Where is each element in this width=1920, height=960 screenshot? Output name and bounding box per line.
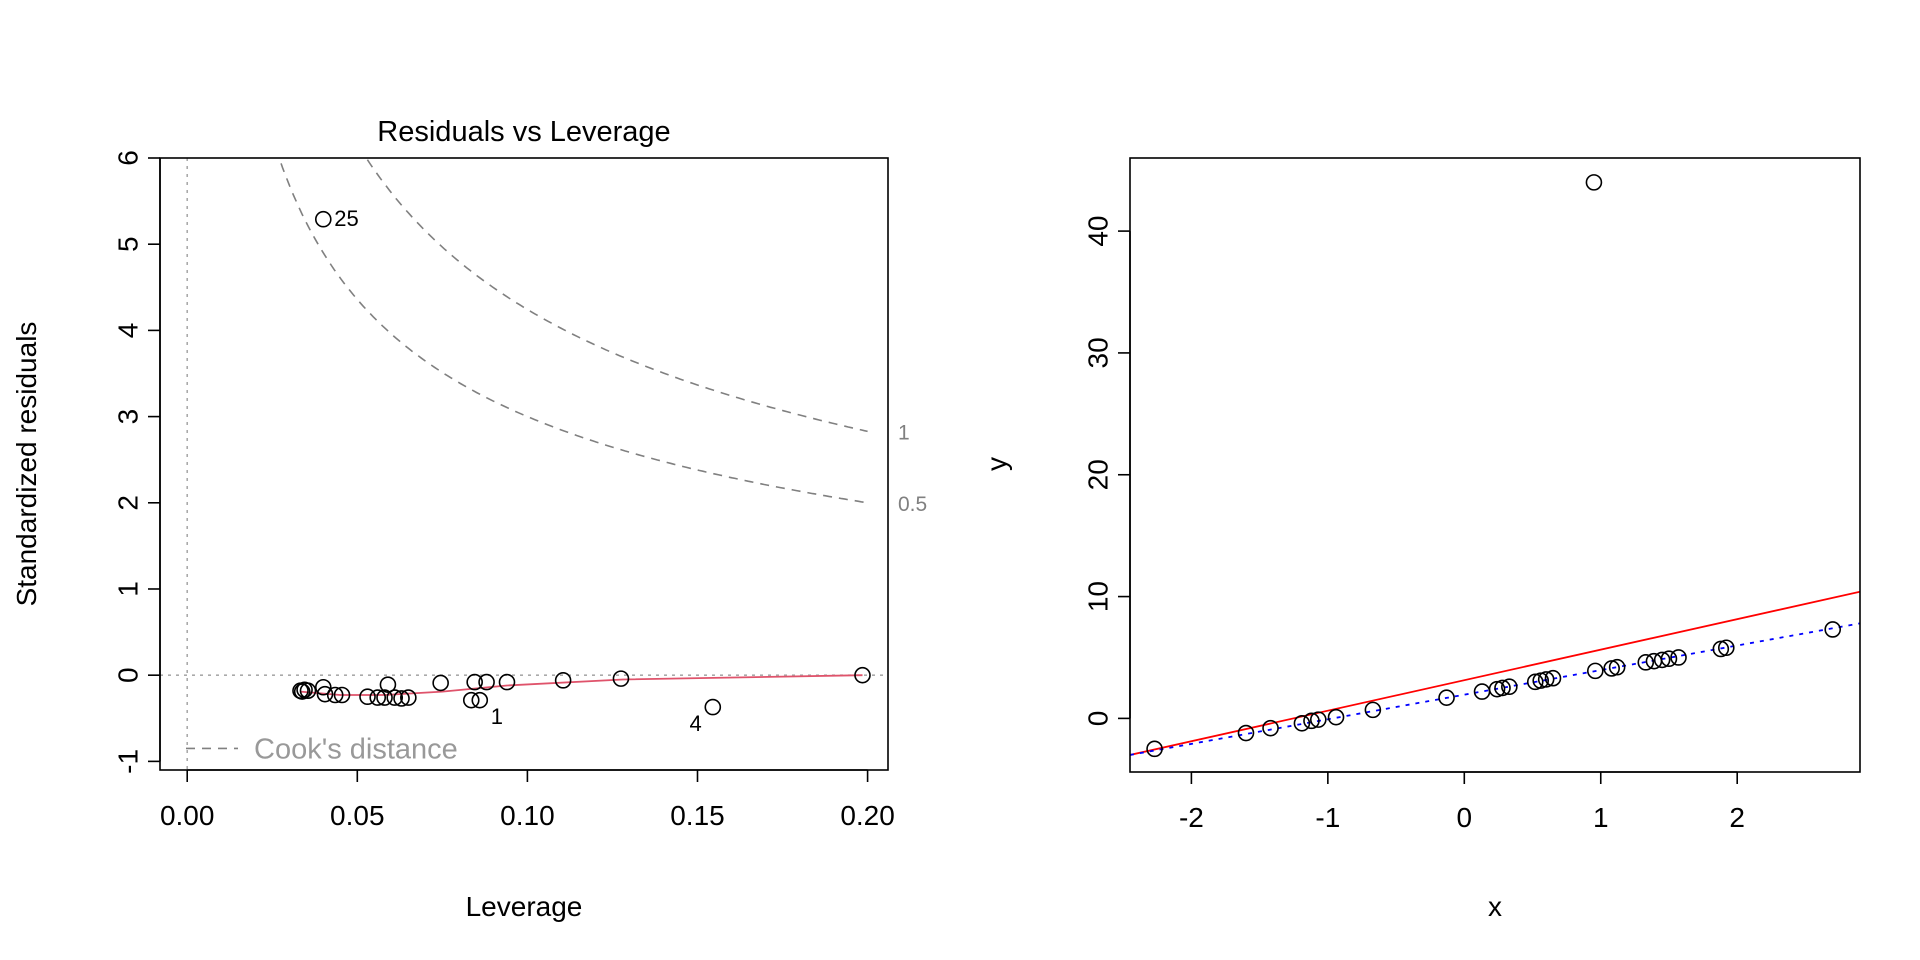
data-point — [1586, 662, 1604, 680]
data-point — [316, 685, 334, 703]
data-point — [1608, 658, 1626, 676]
data-point — [1327, 708, 1345, 726]
y-tick-label: -1 — [113, 749, 144, 774]
data-point — [293, 683, 311, 700]
y-tick-label: 30 — [1083, 337, 1114, 368]
y-tick-label: 1 — [113, 581, 144, 597]
data-point — [1585, 174, 1603, 191]
cooks-contour-label: 1 — [898, 421, 910, 444]
y-axis-title: y — [981, 457, 1012, 471]
data-point — [1309, 711, 1327, 728]
point-id-label: 25 — [334, 206, 358, 231]
data-point — [1501, 678, 1518, 696]
smoother-line — [300, 674, 863, 696]
chart-title: Residuals vs Leverage — [377, 116, 670, 148]
data-point — [1262, 719, 1279, 737]
data-point — [326, 686, 344, 704]
y-tick-label: 2 — [113, 495, 144, 511]
cooks-distance-contour — [278, 158, 868, 504]
cooks-distance-contour — [365, 158, 868, 433]
data-point — [393, 690, 410, 707]
data-point — [400, 689, 417, 706]
residuals-vs-leverage-panel: 1 0.5 25 1 4 0.00 0.05 0.10 0.15 0.20 -1 0 1 2 3 4 5 6 Coo… — [11, 116, 927, 922]
x-tick-label: 2 — [1729, 802, 1745, 833]
data-point — [1603, 660, 1620, 677]
data-point — [1670, 649, 1687, 666]
x-tick-label: 0.15 — [670, 800, 725, 831]
plot-frame — [1129, 157, 1861, 773]
y-tick-label: 20 — [1083, 459, 1114, 490]
data-point — [554, 672, 572, 689]
data-point — [1494, 679, 1511, 697]
data-point — [854, 666, 871, 684]
data-point — [1537, 671, 1555, 688]
data-point — [1653, 651, 1671, 669]
data-point — [1303, 712, 1320, 730]
x-tick-label: 0.05 — [330, 800, 385, 831]
data-point — [379, 676, 397, 693]
data-point — [471, 691, 489, 709]
data-point — [369, 689, 387, 706]
data-point — [1293, 714, 1311, 732]
y-tick-label: 0 — [113, 667, 144, 683]
x-tick-label: 0 — [1457, 802, 1473, 833]
x-tick-label: 1 — [1593, 802, 1609, 833]
data-point — [466, 673, 483, 691]
y-tick-label: 10 — [1083, 581, 1114, 612]
data-point — [299, 682, 317, 699]
y-tick-label: 4 — [113, 323, 144, 339]
data-point — [478, 673, 495, 691]
point-id-label: 4 — [690, 711, 702, 736]
y-tick-label: 6 — [113, 150, 144, 166]
data-point — [1237, 724, 1255, 742]
data-point — [359, 688, 376, 706]
y-axis-title: Standardized residuals — [11, 322, 42, 607]
data-point — [612, 670, 630, 687]
data-point — [1717, 639, 1735, 657]
x-tick-label: -2 — [1179, 802, 1204, 833]
data-point — [1364, 701, 1382, 719]
data-point — [1438, 689, 1455, 706]
y-tick-label: 0 — [1083, 711, 1114, 727]
x-tick-label: 0.00 — [160, 800, 215, 831]
data-point — [1824, 621, 1842, 638]
data-point — [314, 210, 332, 228]
data-point — [1544, 669, 1562, 687]
cooks-contour-label: 0.5 — [898, 493, 927, 516]
legend-label: Cook's distance — [254, 733, 458, 765]
point-id-label: 1 — [491, 704, 503, 729]
data-point — [1488, 680, 1506, 698]
y-tick-label: 3 — [113, 409, 144, 425]
plot-frame — [159, 157, 889, 771]
x-axis-title: Leverage — [466, 891, 583, 922]
data-point — [333, 686, 351, 704]
y-tick-label: 5 — [113, 236, 144, 252]
x-tick-label: -1 — [1315, 802, 1340, 833]
data-point — [314, 678, 332, 696]
x-tick-label: 0.10 — [500, 800, 555, 831]
data-point — [462, 691, 480, 709]
x-tick-label: 0.20 — [840, 800, 895, 831]
data-point — [432, 674, 449, 692]
data-point — [1712, 640, 1730, 658]
data-point — [704, 698, 722, 716]
data-point — [498, 673, 516, 691]
data-point — [1526, 673, 1544, 691]
data-point — [1146, 740, 1163, 758]
data-point — [386, 689, 404, 706]
y-tick-label: 40 — [1083, 216, 1114, 247]
data-point — [376, 689, 393, 706]
x-axis-title: x — [1488, 891, 1502, 922]
data-point — [1637, 654, 1655, 671]
data-point — [1532, 672, 1550, 689]
data-point — [1660, 650, 1678, 668]
